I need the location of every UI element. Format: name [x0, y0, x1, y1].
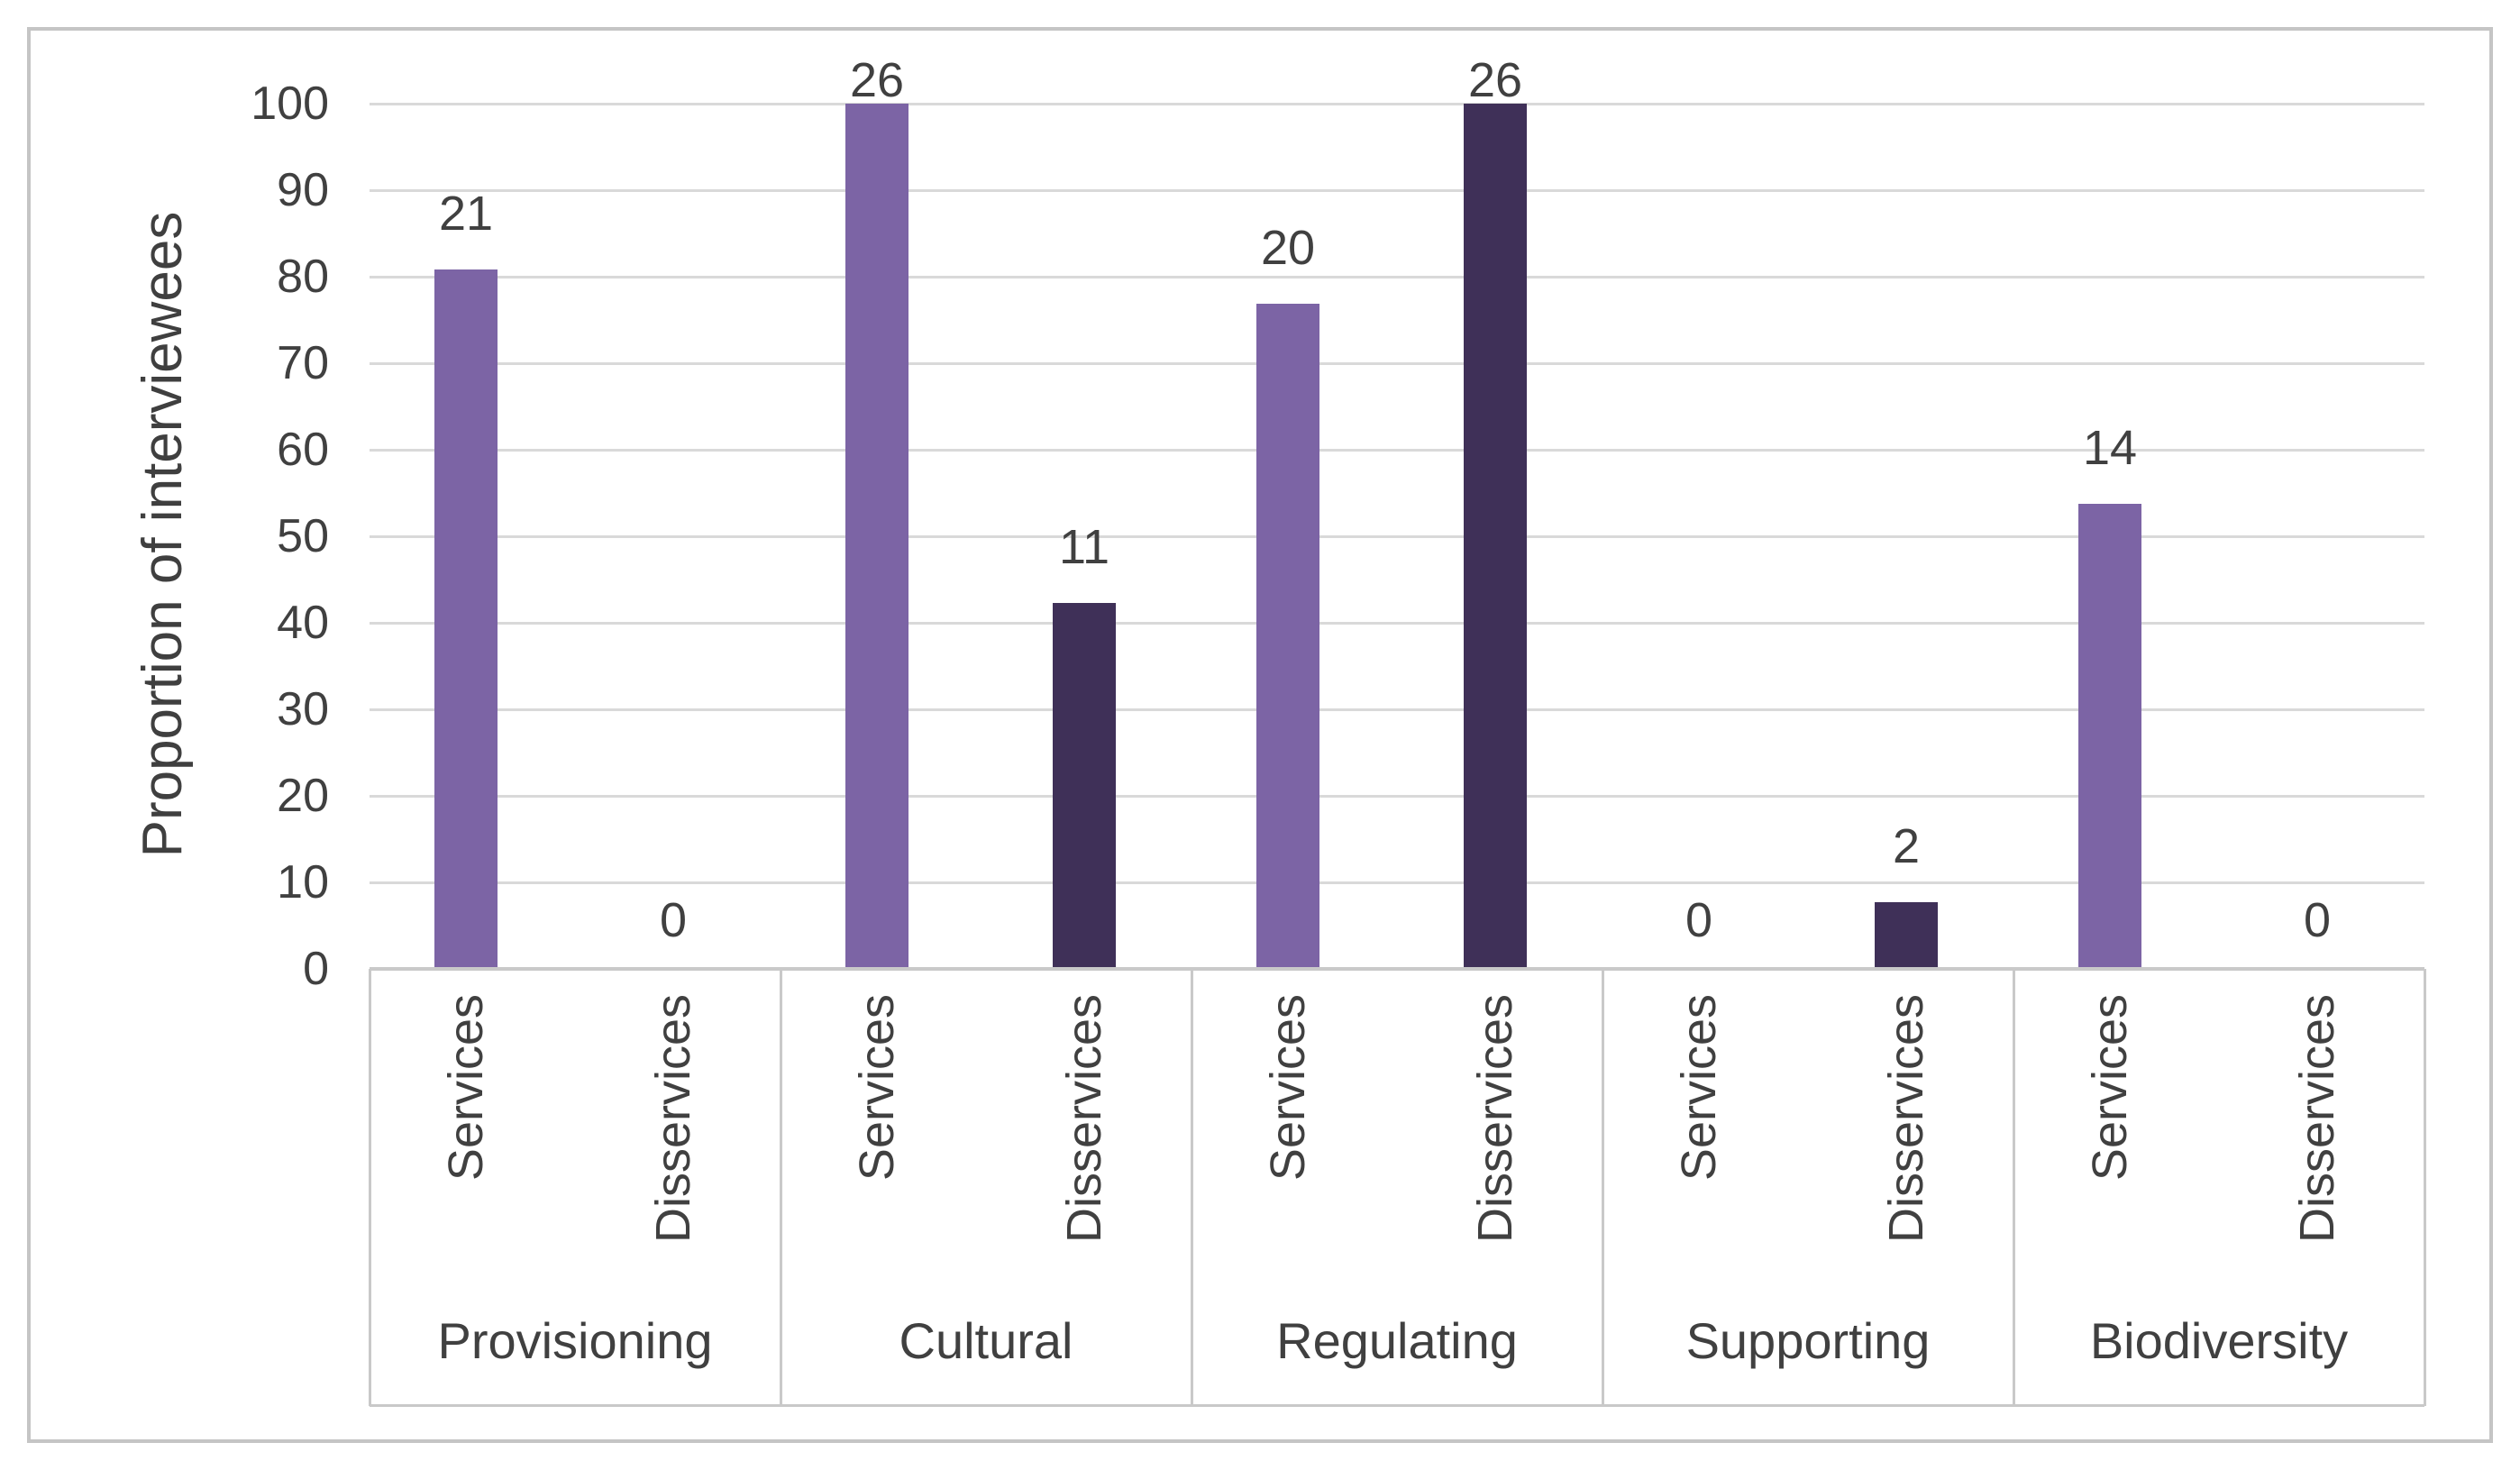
y-tick-label-70: 70 [277, 337, 329, 389]
bar-services-biodiversity [2078, 503, 2141, 969]
slot-label-services-supporting: Services [1672, 994, 1726, 1182]
x-axis-line [370, 967, 2424, 971]
category-label-supporting: Supporting [1685, 1312, 1931, 1369]
y-tick-label-60: 60 [277, 424, 329, 476]
category-separator [1602, 969, 1604, 1406]
bar-value-label-services-biodiversity: 14 [2082, 420, 2138, 475]
bar-value-label-disservices-supporting: 2 [1892, 819, 1921, 874]
gridline-100 [370, 103, 2424, 105]
y-tick-label-0: 0 [303, 943, 329, 995]
gridline-30 [370, 708, 2424, 711]
bar-disservices-cultural [1053, 602, 1116, 969]
slot-label-services-cultural: Services [850, 994, 904, 1182]
bar-value-label-services-supporting: 0 [1685, 893, 1713, 947]
gridline-70 [370, 362, 2424, 365]
gridline-50 [370, 535, 2424, 538]
category-separator [369, 969, 371, 1406]
bar-value-label-disservices-cultural: 11 [1058, 519, 1110, 574]
gridline-40 [370, 622, 2424, 625]
bar-services-cultural [845, 104, 908, 969]
category-separator [780, 969, 782, 1406]
category-separator [2424, 969, 2426, 1406]
category-separator [1191, 969, 1193, 1406]
y-tick-label-50: 50 [277, 510, 329, 562]
slot-label-services-provisioning: Services [439, 994, 493, 1182]
slot-label-services-regulating: Services [1261, 994, 1315, 1182]
bar-value-label-services-provisioning: 21 [438, 187, 494, 242]
y-tick-label-20: 20 [277, 770, 329, 822]
bar-disservices-regulating [1464, 104, 1527, 969]
y-tick-label-90: 90 [277, 164, 329, 216]
gridline-10 [370, 881, 2424, 884]
slot-label-disservices-supporting: Disservices [1879, 994, 1933, 1244]
y-tick-label-100: 100 [251, 78, 329, 130]
y-tick-label-40: 40 [277, 597, 329, 649]
bar-services-provisioning [434, 269, 498, 969]
bar-services-regulating [1256, 303, 1319, 969]
bar-disservices-supporting [1875, 902, 1938, 969]
gridline-80 [370, 276, 2424, 278]
y-tick-label-30: 30 [277, 683, 329, 735]
axis-band-bottom-border [370, 1404, 2424, 1407]
bar-value-label-disservices-regulating: 26 [1467, 53, 1523, 107]
bar-value-label-disservices-biodiversity: 0 [2303, 893, 2332, 947]
bar-value-label-services-regulating: 20 [1260, 220, 1316, 275]
slot-label-services-biodiversity: Services [2083, 994, 2137, 1182]
category-separator [2013, 969, 2015, 1406]
gridline-60 [370, 449, 2424, 452]
slot-label-disservices-provisioning: Disservices [646, 994, 700, 1244]
category-label-cultural: Cultural [899, 1312, 1073, 1369]
category-label-biodiversity: Biodiversity [2089, 1312, 2349, 1369]
bar-value-label-disservices-provisioning: 0 [659, 893, 688, 947]
category-label-regulating: Regulating [1276, 1312, 1518, 1369]
y-tick-label-80: 80 [277, 251, 329, 303]
gridline-90 [370, 189, 2424, 192]
gridline-20 [370, 795, 2424, 798]
bar-value-label-services-cultural: 26 [849, 53, 905, 107]
slot-label-disservices-regulating: Disservices [1468, 994, 1522, 1244]
slot-label-disservices-biodiversity: Disservices [2290, 994, 2344, 1244]
category-label-provisioning: Provisioning [437, 1312, 713, 1369]
slot-label-disservices-cultural: Disservices [1057, 994, 1111, 1244]
y-tick-label-10: 10 [277, 856, 329, 908]
